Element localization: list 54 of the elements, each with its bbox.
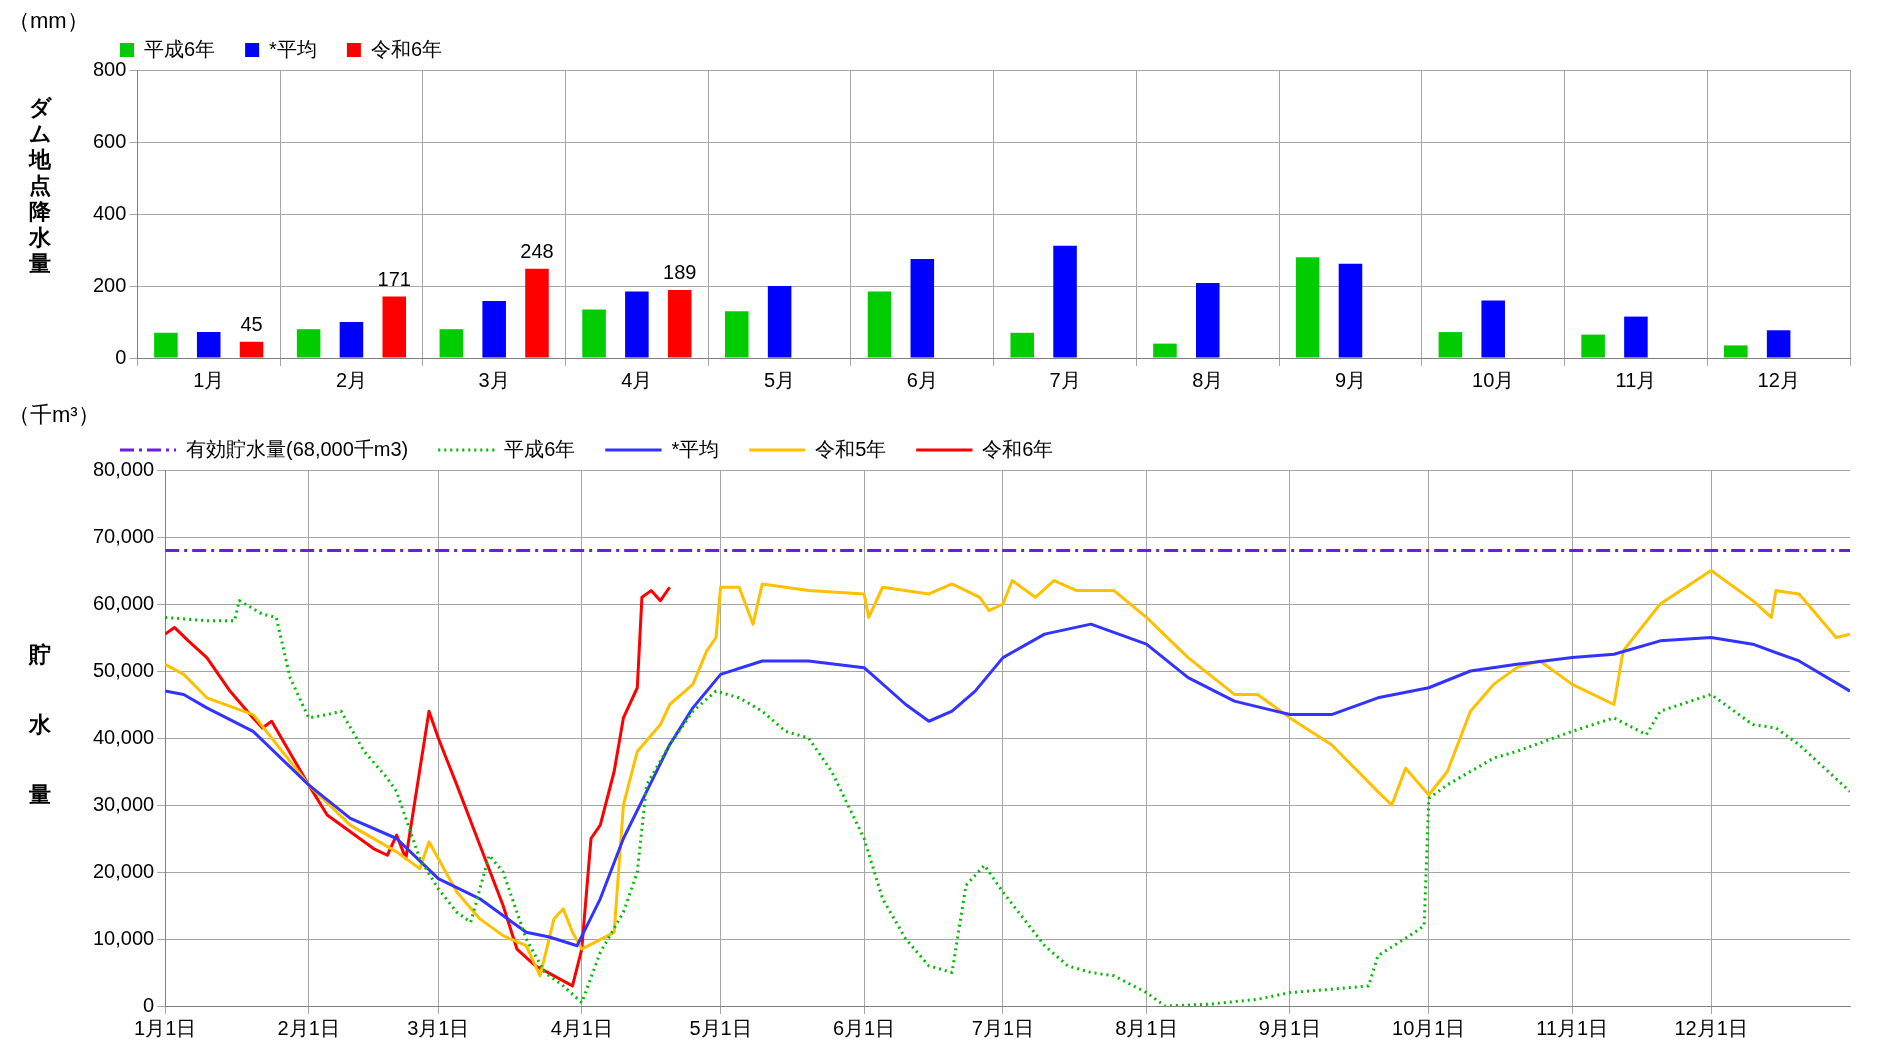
- x-tick-label: 4月: [621, 368, 653, 391]
- text: （千m³）: [8, 401, 100, 429]
- y-tick-label: 80,000: [93, 457, 155, 480]
- x-tick-label: 7月: [1049, 368, 1081, 391]
- legend-label: 令和6年: [370, 37, 443, 60]
- y-tick-label: 0: [115, 345, 127, 368]
- y-tick-label: 70,000: [93, 524, 155, 547]
- x-tick-label: 6月: [906, 368, 938, 391]
- y-axis-title: ダム地点降水量: [28, 95, 52, 277]
- x-tick-label: 11月: [1615, 368, 1657, 391]
- data-label: 171: [377, 267, 411, 290]
- y-tick-label: 0: [143, 993, 155, 1016]
- x-tick-label: 2月1日: [277, 1016, 340, 1039]
- y-tick-label: 60,000: [93, 591, 155, 614]
- x-tick-label: 5月1日: [689, 1016, 752, 1039]
- x-tick-label: 7月1日: [971, 1016, 1035, 1039]
- x-tick-label: 9月1日: [1258, 1016, 1322, 1039]
- text: （mm）: [8, 7, 89, 35]
- x-tick-label: 8月1日: [1115, 1016, 1178, 1039]
- data-label: 189: [663, 261, 697, 284]
- x-tick-label: 11月1日: [1536, 1016, 1609, 1039]
- x-tick-label: 3月: [478, 368, 510, 391]
- y-tick-label: 400: [92, 201, 127, 224]
- legend-label: 平成6年: [144, 37, 216, 60]
- y-tick-label: 50,000: [93, 658, 155, 681]
- legend-label: *平均: [269, 37, 317, 60]
- x-tick-label: 12月1日: [1674, 1016, 1748, 1039]
- text: 貯水量: [29, 642, 51, 807]
- y-tick-label: 40,000: [93, 725, 155, 748]
- x-tick-label: 8月: [1192, 368, 1224, 391]
- y-tick-label: 30,000: [93, 792, 155, 815]
- x-tick-label: 9月: [1334, 368, 1367, 391]
- y-tick-label: 600: [92, 129, 127, 152]
- x-tick-label: 3月1日: [407, 1016, 470, 1039]
- data-label: 45: [240, 313, 263, 336]
- legend-label: *平均: [671, 437, 720, 460]
- x-tick-label: 10月1日: [1392, 1016, 1466, 1039]
- y-tick-label: 10,000: [93, 926, 155, 949]
- x-tick-label: 10月: [1472, 368, 1515, 391]
- y-tick-label: 200: [92, 273, 127, 296]
- x-tick-label: 1月: [193, 368, 225, 391]
- legend-label: 令和6年: [982, 437, 1054, 460]
- x-tick-label: 6月1日: [832, 1016, 896, 1039]
- data-label: 248: [520, 240, 554, 263]
- x-tick-label: 1月1日: [134, 1016, 197, 1039]
- x-tick-label: 4月1日: [550, 1016, 613, 1039]
- legend-label: 有効貯水量(68,000千m3): [186, 437, 409, 460]
- y-tick-label: 20,000: [93, 859, 155, 882]
- x-tick-label: 5月: [764, 368, 796, 391]
- y-tick-label: 800: [92, 57, 127, 80]
- legend-label: 平成6年: [504, 437, 576, 460]
- x-tick-label: 2月: [335, 368, 368, 391]
- legend-label: 令和5年: [815, 437, 887, 460]
- x-tick-label: 12月: [1757, 368, 1800, 391]
